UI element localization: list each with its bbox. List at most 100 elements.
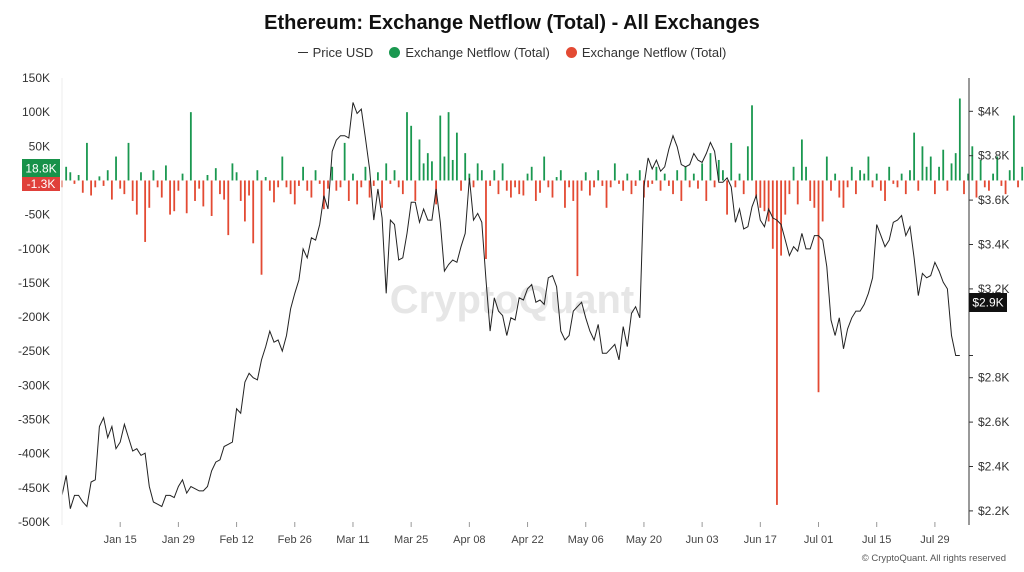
outflow-bar (368, 180, 371, 198)
outflow-bar (580, 180, 583, 191)
outflow-bar (667, 180, 670, 186)
outflow-bar (144, 180, 147, 242)
outflow-bar (1000, 180, 1003, 186)
inflow-bar (281, 156, 284, 181)
inflow-bar (468, 173, 471, 181)
outflow-bar (81, 180, 84, 193)
legend-item-price[interactable]: Price USD (297, 45, 374, 60)
legend-label-price: Price USD (312, 45, 374, 60)
inflow-bar (825, 156, 828, 181)
inflow-bar (958, 98, 961, 181)
outflow-bar (796, 180, 799, 205)
outflow-bar (518, 180, 521, 195)
outflow-bar (830, 180, 832, 191)
outflow-bar (397, 180, 400, 188)
outflow-bar (135, 180, 138, 215)
x-tick-label: Jun 03 (686, 534, 719, 546)
outflow-bar (659, 180, 662, 191)
outflow-bar (306, 180, 309, 191)
svg-text:18.8K: 18.8K (25, 162, 56, 176)
outflow-bar (202, 180, 205, 207)
inflow-bar (77, 174, 80, 181)
outflow-bar (522, 180, 525, 196)
right-tick-label: $4K (978, 104, 999, 118)
x-axis: Jan 15 Jan 29 Feb 12 Feb 26 Mar 11 Mar 25 Apr … (104, 522, 950, 546)
inflow-bar (867, 156, 870, 181)
left-tick-label: -350K (18, 413, 50, 427)
outflow-bar (788, 180, 791, 195)
outflow-bar (185, 180, 188, 214)
right-tick-label: $3.4K (978, 238, 1009, 252)
outflow-bar (605, 180, 608, 208)
outflow-bar (593, 180, 595, 188)
inflow-bar (875, 173, 878, 181)
legend-item-inflow[interactable]: Exchange Netflow (Total) (389, 45, 550, 60)
outflow-bar (564, 180, 566, 208)
outflow-bar (821, 180, 824, 222)
inflow-bar (256, 170, 259, 181)
inflow-bar (834, 173, 837, 181)
inflow-bar (863, 173, 866, 181)
inflow-bar (364, 166, 367, 181)
inflow-bar (967, 173, 970, 181)
outflow-bar (842, 180, 845, 208)
outflow-bar (248, 180, 250, 196)
inflow-bar (597, 170, 600, 181)
outflow-bar (510, 180, 512, 198)
outflow-bar (809, 180, 812, 201)
outflow-bar (73, 180, 76, 184)
outflow-bar (892, 180, 895, 184)
inflow-bar (231, 163, 234, 181)
inflow-bar (996, 156, 999, 181)
inflow-bar (530, 166, 533, 181)
outflow-bar (630, 180, 633, 195)
inflow-bar (152, 170, 155, 181)
inflow-bar (98, 176, 101, 181)
outflow-bar (767, 180, 770, 222)
outflow-bar (647, 180, 649, 188)
outflow-bar (963, 180, 965, 195)
legend-label-outflow: Exchange Netflow (Total) (581, 45, 727, 60)
outflow-bar (94, 180, 97, 188)
inflow-bar (86, 142, 88, 181)
outflow-bar (813, 180, 816, 208)
outflow-bar (252, 180, 255, 244)
inflow-bar (684, 166, 687, 181)
inflow-bar (555, 177, 558, 181)
right-tick-label: $2.4K (978, 460, 1009, 474)
inflow-bar (501, 163, 504, 181)
inflow-bar (913, 132, 916, 181)
outflow-bar (871, 180, 874, 188)
inflow-bar (1021, 166, 1024, 181)
inflow-bar (406, 112, 408, 181)
x-tick-label: May 20 (626, 534, 662, 546)
outflow-bar (169, 180, 171, 215)
inflow-bar (451, 159, 454, 181)
inflow-bar (1012, 115, 1015, 181)
outflow-bar (705, 180, 708, 201)
inflow-bar (692, 173, 695, 181)
outflow-bar (784, 180, 787, 215)
outflow-bar (539, 180, 541, 193)
inflow-bar (950, 163, 953, 181)
outflow-bar (243, 180, 246, 222)
outflow-bar (472, 180, 475, 188)
left-tick-label: 150K (22, 71, 50, 85)
outflow-bar (381, 180, 383, 208)
outflow-bar (173, 180, 176, 212)
legend-item-outflow[interactable]: Exchange Netflow (Total) (565, 45, 727, 60)
outflow-bar (713, 180, 716, 188)
outflow-bar (622, 180, 625, 191)
inflow-bar (626, 173, 629, 181)
outflow-bar (102, 180, 105, 186)
outflow-bar (148, 180, 151, 208)
outflow-bar (485, 180, 487, 260)
left-tick-label: -300K (18, 378, 50, 392)
outflow-bar (335, 180, 338, 191)
outflow-bar (310, 180, 313, 198)
outflow-bar (497, 180, 500, 195)
inflow-bar (709, 153, 712, 181)
x-tick-label: Jul 29 (920, 534, 949, 546)
x-tick-label: Jul 01 (804, 534, 833, 546)
inflow-bar (954, 153, 957, 181)
